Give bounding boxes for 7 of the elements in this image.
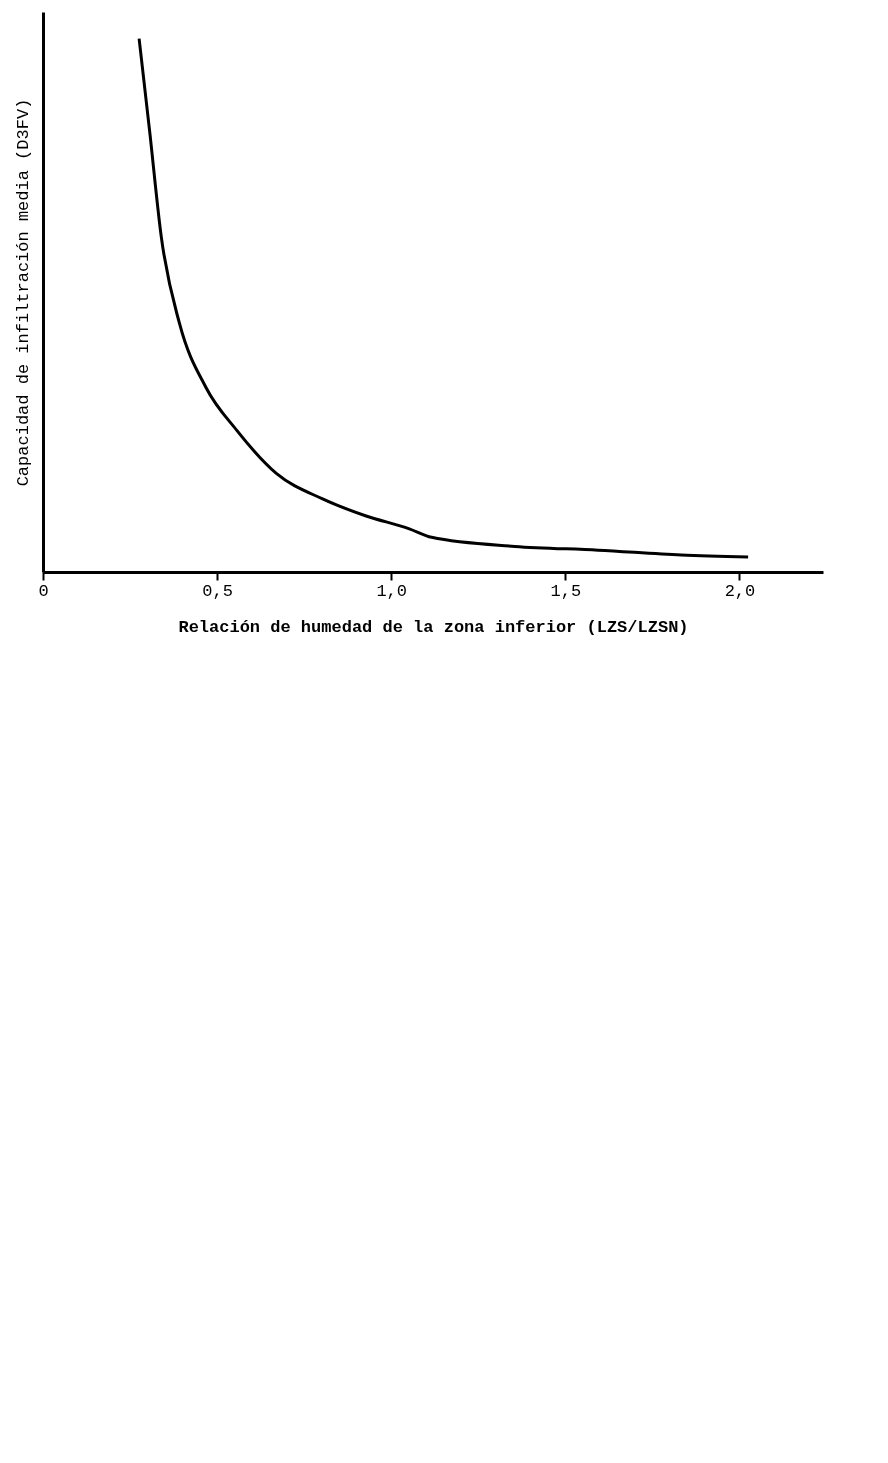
x-tick-label: 0,5 bbox=[202, 581, 233, 601]
x-tick-label: 2,0 bbox=[724, 581, 756, 601]
x-tick-label: 0 bbox=[38, 581, 49, 601]
x-tick-label: 1,0 bbox=[376, 581, 408, 601]
x-tick-label: 1,5 bbox=[550, 581, 582, 601]
x-axis-title: Relación de humedad de la zona inferior (LZS/LZSN) bbox=[178, 617, 689, 637]
y-axis-title: Capacidad de infiltración media (D3FV) bbox=[13, 98, 33, 487]
